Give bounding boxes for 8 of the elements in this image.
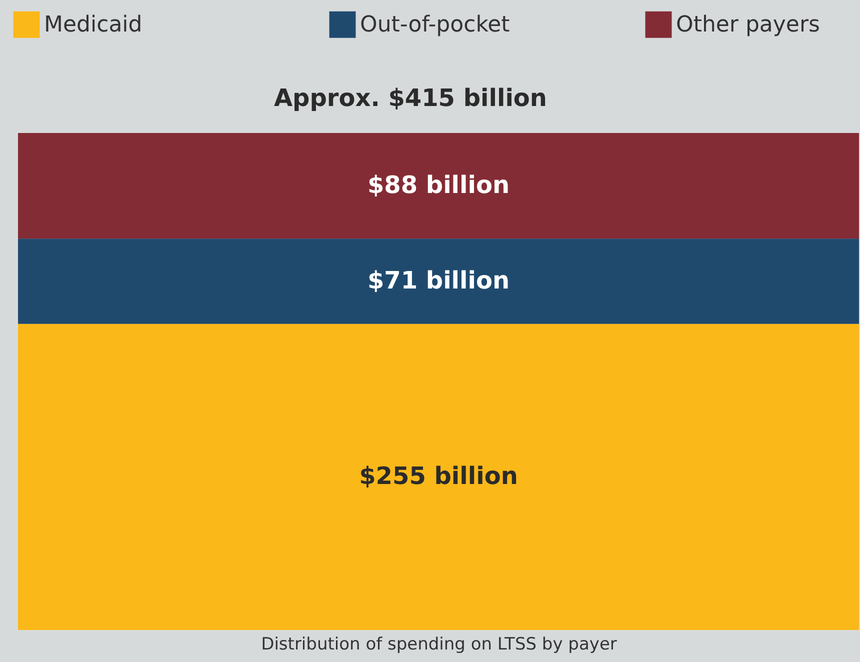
- x-axis-title: Distribution of spending on LTSS by payer: [261, 634, 617, 654]
- data-label: $71 billion: [367, 266, 510, 294]
- legend-label: Medicaid: [44, 12, 142, 38]
- total-label: Approx. $415 billion: [274, 84, 548, 112]
- legend-label: Other payers: [676, 12, 820, 38]
- legend-label: Out-of-pocket: [360, 12, 510, 38]
- data-label: $255 billion: [359, 462, 518, 490]
- data-label: $88 billion: [367, 170, 510, 199]
